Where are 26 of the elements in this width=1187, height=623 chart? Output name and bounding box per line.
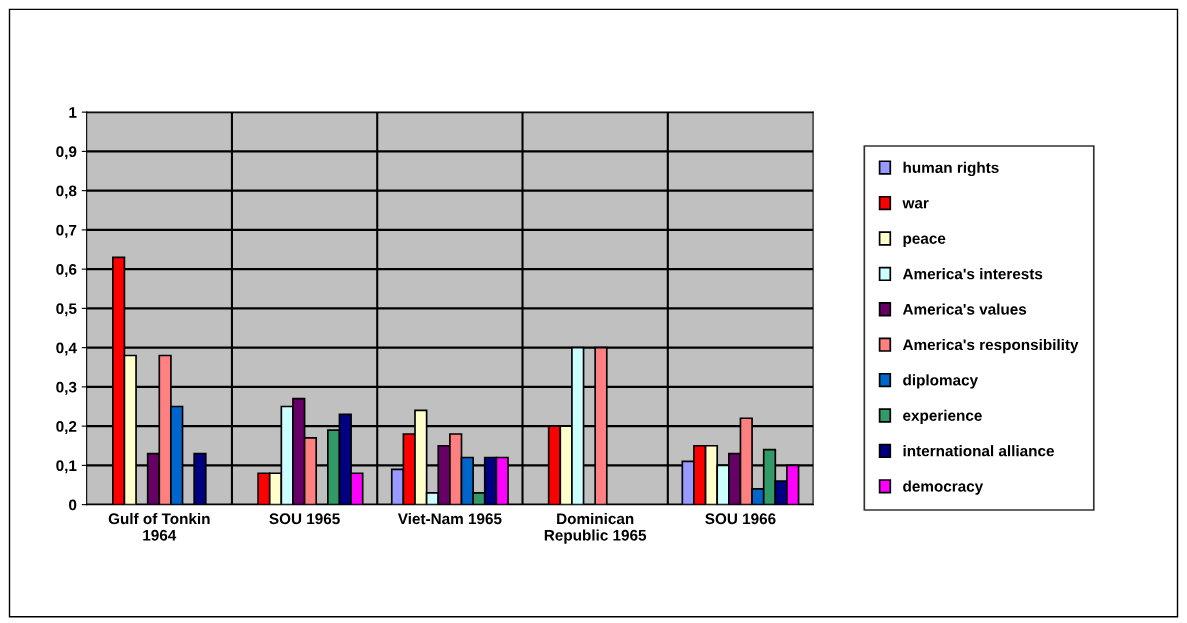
y-tick-label: 0,5 — [56, 303, 77, 317]
x-tick-label: SOU 1966 — [705, 513, 776, 525]
y-tick-label: 0 — [69, 499, 77, 511]
x-tick-label: SOU 1965 — [269, 513, 340, 525]
legend-label: experience — [903, 409, 982, 424]
legend-label: diplomacy — [903, 374, 978, 389]
x-tick-label: Viet-Nam 1965 — [397, 512, 502, 525]
legend-label: war — [902, 200, 929, 209]
y-tick-label: 0,6 — [56, 264, 77, 278]
legend-label: America's interests — [902, 268, 1043, 280]
x-tick-label: Dominican Republic 1965 — [544, 512, 647, 544]
legend-label: America's values — [902, 303, 1027, 315]
y-tick-label: 0,4 — [56, 342, 77, 356]
y-tick-label: 0,2 — [56, 421, 77, 435]
legend-label: international alliance — [903, 445, 1054, 457]
x-tick-label: Gulf of Tonkin 1964 — [108, 512, 210, 541]
legend-label: human rights — [903, 161, 999, 177]
y-tick-label: 0,7 — [56, 224, 77, 238]
y-tick-label: 1 — [69, 107, 77, 118]
legend-label: America's responsibility — [902, 338, 1079, 354]
y-tick-label: 0,1 — [56, 460, 77, 474]
y-tick-label: 0,8 — [56, 185, 77, 199]
legend-label: democracy — [903, 480, 984, 495]
y-tick-label: 0,3 — [56, 381, 77, 395]
legend-label: peace — [903, 235, 946, 247]
y-tick-label: 0,9 — [56, 146, 77, 160]
